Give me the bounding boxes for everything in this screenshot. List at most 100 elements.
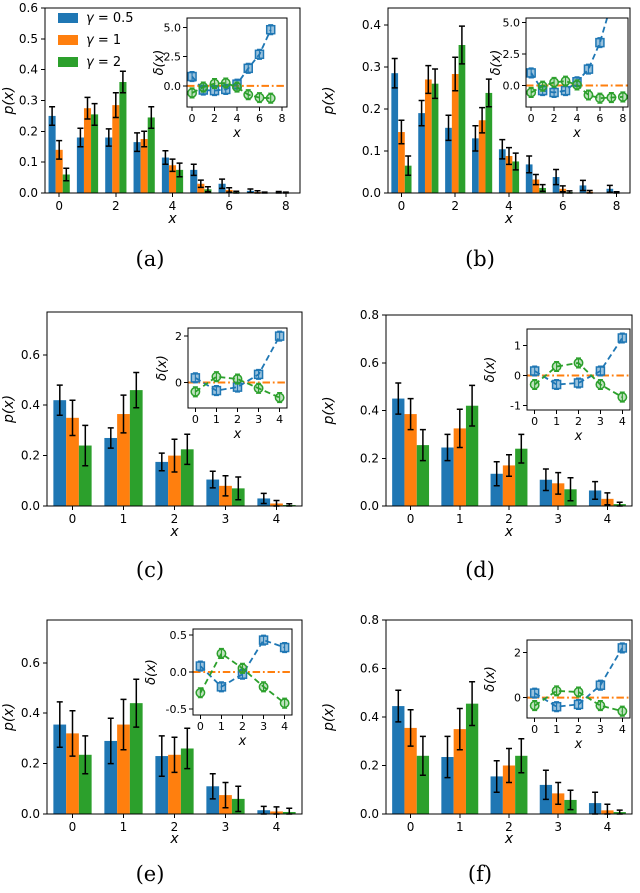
inset-y-axis-label: δ(x): [144, 659, 159, 685]
error-bar: [69, 399, 76, 437]
inset-x-tick-label: 1: [553, 723, 560, 736]
error-bar: [395, 689, 402, 723]
inset-y-tick-label: 5.0: [164, 21, 182, 34]
x-tick-label: 3: [554, 820, 562, 834]
error-bar: [209, 470, 216, 489]
error-bar: [542, 468, 549, 492]
inset-x-tick-label: 4: [234, 112, 241, 125]
error-bar: [209, 772, 216, 800]
circle-marker: [537, 81, 548, 92]
error-bar: [184, 727, 191, 770]
y-tick-label: 0.6: [21, 656, 40, 670]
x-tick-label: 6: [225, 199, 233, 213]
circle-marker: [243, 89, 254, 100]
inset-x-axis-label: x: [232, 126, 241, 141]
inset-x-tick-label: 3: [597, 415, 604, 428]
error-bar: [506, 146, 512, 166]
error-bar: [91, 102, 98, 126]
square-marker: [254, 49, 265, 60]
chart-d: 0.0 0.2 0.4 0.6 0.8 0 1 2 3 4 x p(x) -1 0 1 0 1 2 3 4 x δ(x) (…: [321, 308, 633, 582]
circle-marker: [573, 357, 584, 368]
inset-series: [193, 634, 292, 709]
circle-marker: [209, 78, 220, 89]
panel-b: 0.0 0.1 0.2 0.3 0.4 0 2 4 6 8 x p(x) 0.0 2.5 5.0 0 2 4 6 8 x…: [320, 0, 640, 293]
inset-y-tick-label: 2.5: [164, 51, 182, 64]
inset-y-tick-label: 0: [514, 692, 521, 705]
inset-whisker: [597, 92, 603, 104]
circle-marker: [529, 700, 540, 711]
error-bar: [395, 382, 402, 415]
error-bar: [82, 424, 89, 467]
inset-x-tick-label: 2: [234, 413, 241, 426]
circle-marker: [617, 91, 628, 102]
error-bar: [553, 168, 560, 186]
inset-whisker: [608, 91, 614, 104]
x-tick-label: 1: [456, 512, 464, 526]
bars-blue: [392, 689, 602, 815]
inset-x-tick-label: 6: [256, 112, 263, 125]
square-marker: [529, 688, 540, 698]
circle-marker: [265, 93, 276, 104]
circle-marker: [190, 386, 201, 397]
circle-marker: [573, 687, 584, 697]
bars-blue: [392, 382, 602, 506]
x-tick-label: 0: [407, 820, 415, 834]
y-tick-label: 0.1: [19, 155, 38, 169]
circle-marker: [595, 379, 606, 390]
inset-y-tick-label: -1: [510, 400, 521, 413]
circle-marker: [258, 681, 269, 692]
inset-x-tick-label: 1: [218, 720, 225, 733]
x-tick-label: 1: [120, 820, 128, 834]
error-bar: [158, 452, 165, 472]
square-marker: [216, 682, 227, 692]
square-marker: [243, 63, 253, 74]
inset-whisker: [576, 357, 581, 369]
panel-f: 0.0 0.2 0.4 0.6 0.8 0 1 2 3 4 x p(x) 0 2 0 1 2 3 4 x δ(x) (f): [320, 593, 640, 893]
inset-y-tick-label: 0: [514, 370, 521, 383]
square-marker: [279, 642, 290, 653]
inset-whisker: [540, 80, 546, 92]
inset-x-tick-label: 0: [192, 413, 199, 426]
y-tick-label: 0.4: [19, 63, 38, 77]
error-bar: [105, 128, 112, 147]
panel-caption: (a): [136, 247, 165, 271]
inset-line-green: [194, 375, 280, 399]
inset-y-axis-label: δ(x): [489, 50, 504, 76]
inset-whisker: [240, 662, 245, 674]
inset-whisker: [551, 76, 557, 88]
error-bar: [499, 138, 506, 160]
error-bar: [419, 735, 426, 776]
circle-marker: [583, 90, 594, 100]
y-axis-label: p(x): [321, 396, 337, 425]
inset-y-axis-label: δ(x): [152, 50, 167, 76]
inset-whisker: [563, 75, 569, 87]
y-tick-label: 0.4: [360, 404, 379, 418]
bars-green: [416, 384, 626, 507]
inset-whisker: [261, 681, 267, 693]
error-bar: [82, 735, 89, 775]
panel-caption: (f): [468, 862, 492, 886]
x-axis-label: x: [504, 211, 514, 227]
error-bar: [176, 162, 183, 178]
error-bar: [226, 187, 233, 193]
square-marker: [595, 680, 606, 690]
x-tick-label: 0: [398, 199, 406, 213]
inset-whisker: [218, 647, 224, 660]
square-marker: [617, 333, 628, 343]
inset-y-tick-label: 0.5: [170, 629, 188, 642]
bar-series: [53, 371, 296, 507]
error-bar: [171, 736, 178, 774]
inset-whisker: [609, 0, 614, 8]
inset-x-tick-label: 3: [255, 413, 262, 426]
inset-whisker: [554, 360, 560, 373]
bars-orange: [404, 397, 614, 506]
circle-marker: [594, 93, 605, 104]
inset-whisker: [619, 705, 625, 717]
error-bar: [472, 124, 479, 152]
inset-whisker: [532, 378, 538, 391]
panel-e: 0.0 0.2 0.4 0.6 0 1 2 3 4 x p(x) -0.5 0.0 0.5 0 1 2 3 4 x δ(…: [0, 593, 320, 893]
inset: 0 2 0 1 2 3 4 x δ(x): [155, 327, 288, 442]
error-bar: [604, 492, 611, 506]
y-axis-label: p(x): [321, 86, 337, 115]
error-bar: [148, 105, 155, 130]
